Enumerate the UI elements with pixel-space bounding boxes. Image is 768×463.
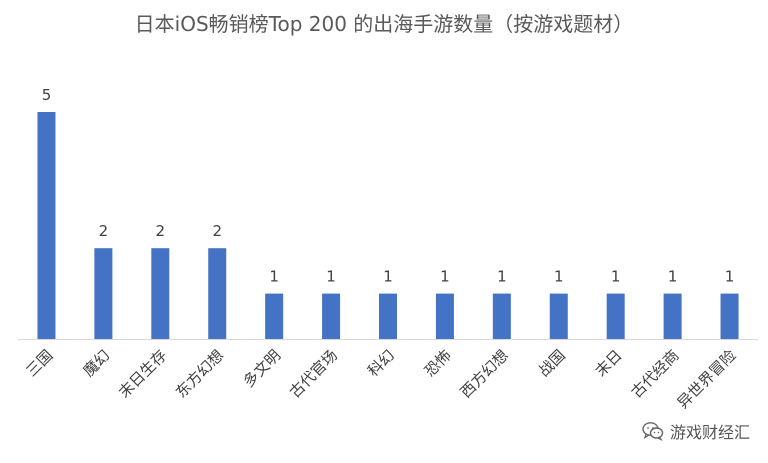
data-label-7: 1: [440, 268, 450, 286]
tick-label-5: 古代官场: [286, 346, 341, 401]
data-label-1: 2: [99, 222, 109, 240]
data-label-11: 1: [668, 268, 678, 286]
tick-label-3: 东方幻想: [172, 346, 227, 401]
bar-7: [435, 293, 454, 339]
data-label-12: 1: [725, 268, 735, 286]
tick-label-10: 末日: [592, 346, 626, 380]
tick-label-12: 异世界冒险: [674, 346, 740, 412]
tick-label-0: 三国: [23, 346, 57, 380]
wechat-icon: [642, 421, 664, 441]
tick-label-11: 古代经商: [627, 346, 682, 401]
data-label-3: 2: [212, 222, 222, 240]
data-label-5: 1: [326, 268, 336, 286]
bar-2: [151, 248, 170, 339]
tick-label-9: 战国: [535, 346, 569, 380]
watermark: 游戏财经汇: [642, 419, 750, 443]
bar-12: [720, 293, 739, 339]
watermark-text: 游戏财经汇: [669, 423, 750, 442]
tick-label-7: 恐怖: [421, 346, 455, 380]
chart-title: 日本iOS畅销榜Top 200 的出海手游数量（按游戏题材）: [134, 12, 634, 36]
bar-3: [208, 248, 227, 339]
bar-8: [492, 293, 511, 339]
tick-label-8: 西方幻想: [457, 346, 512, 401]
data-label-6: 1: [383, 268, 393, 286]
bars-layer: [37, 112, 739, 339]
data-label-0: 5: [42, 86, 52, 104]
bar-5: [322, 293, 341, 339]
bar-0: [37, 112, 56, 339]
tick-label-2: 末日生存: [115, 346, 170, 401]
bar-1: [94, 248, 113, 339]
tick-label-4: 多文明: [240, 346, 285, 391]
tick-label-1: 魔幻: [79, 346, 113, 380]
data-label-2: 2: [156, 222, 166, 240]
bar-6: [379, 293, 397, 339]
data-label-9: 1: [554, 268, 564, 286]
data-label-10: 1: [611, 268, 621, 286]
data-label-8: 1: [497, 268, 507, 286]
data-label-4: 1: [269, 268, 279, 286]
tick-label-6: 科幻: [364, 346, 398, 380]
bar-10: [606, 293, 625, 339]
bar-11: [663, 293, 682, 339]
bar-9: [549, 293, 568, 339]
data-labels-layer: 5 2 2 2 1 1 1 1 1 1 1 1 1: [42, 86, 735, 286]
bar-4: [265, 293, 284, 339]
